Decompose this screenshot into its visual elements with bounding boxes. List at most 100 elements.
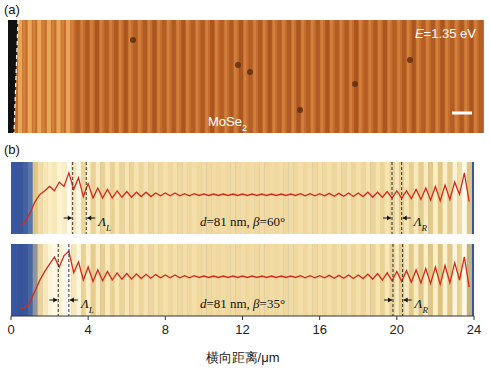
defect	[235, 62, 241, 68]
text-part: Λ	[79, 296, 89, 311]
intensity-band	[66, 244, 71, 316]
fringe	[129, 20, 132, 133]
intensity-band	[433, 162, 438, 234]
intensity-band	[129, 244, 134, 316]
fringe	[402, 20, 406, 133]
x-tick-label: 12	[235, 322, 249, 337]
intensity-band	[375, 244, 380, 316]
fringe	[344, 20, 348, 133]
fringe	[100, 20, 103, 133]
x-tick	[165, 316, 166, 320]
intensity-band	[327, 244, 332, 316]
intensity-band	[144, 162, 149, 234]
x-tick-label: 4	[85, 322, 92, 337]
intensity-band	[139, 244, 144, 316]
intensity-band	[71, 244, 76, 316]
fringe	[172, 20, 176, 133]
panel-letter: (a)	[4, 2, 20, 17]
intensity-band	[356, 162, 361, 234]
intensity-band	[33, 244, 38, 316]
fringe	[28, 20, 32, 133]
intensity-band	[47, 162, 52, 234]
intensity-band	[351, 244, 356, 316]
text-part: R	[421, 305, 428, 315]
intensity-band	[303, 244, 308, 316]
intensity-band	[95, 244, 100, 316]
intensity-band	[158, 162, 163, 234]
fringe	[383, 20, 387, 133]
intensity-band	[62, 162, 67, 234]
fringe	[37, 20, 41, 133]
fringe	[196, 20, 199, 133]
arrow-head	[53, 298, 57, 303]
fringe	[119, 20, 122, 133]
intensity-band	[457, 162, 462, 234]
fringe	[359, 20, 362, 133]
intensity-band	[332, 244, 337, 316]
arrow-head	[70, 298, 74, 303]
text-part: =81 nm,	[206, 296, 253, 311]
intensity-band	[182, 162, 187, 234]
fringe	[66, 20, 70, 133]
intensity-band	[332, 162, 337, 234]
fringe	[397, 20, 400, 133]
intensity-band	[71, 162, 76, 234]
intensity-band	[361, 162, 366, 234]
period-line	[392, 244, 393, 316]
intensity-band	[404, 162, 409, 234]
intensity-band	[177, 162, 182, 234]
fringe	[33, 20, 36, 133]
intensity-band	[351, 162, 356, 234]
period-label: ΛR	[413, 296, 429, 315]
intensity-band	[394, 244, 399, 316]
intensity-band	[57, 162, 62, 234]
intensity-band	[298, 162, 303, 234]
intensity-band	[462, 244, 467, 316]
intensity-band	[81, 162, 86, 234]
fringe	[354, 20, 358, 133]
intensity-band	[288, 244, 293, 316]
arrow-head	[68, 216, 72, 221]
intensity-band	[399, 162, 404, 234]
period-label: ΛR	[412, 214, 428, 233]
arrow-head	[87, 216, 91, 221]
fringe	[407, 20, 410, 133]
intensity-band	[139, 162, 144, 234]
image-panel	[8, 20, 484, 133]
fringe	[52, 20, 55, 133]
intensity-band	[327, 162, 332, 234]
panel-letter: (b)	[4, 142, 20, 157]
edge-line	[14, 20, 18, 133]
intensity-band	[337, 244, 342, 316]
intensity-band	[322, 244, 327, 316]
fringe	[71, 20, 74, 133]
intensity-band	[163, 244, 168, 316]
text-part: Λ	[96, 214, 106, 229]
fringe	[114, 20, 118, 133]
intensity-band	[192, 162, 197, 234]
intensity-band	[337, 162, 342, 234]
text-part: R	[421, 223, 428, 233]
defect	[297, 107, 303, 113]
period-label: ΛL	[96, 214, 111, 233]
defect	[247, 69, 253, 75]
period-line	[72, 162, 73, 234]
intensity-band	[452, 162, 457, 234]
arrow-head	[404, 298, 408, 303]
intensity-band	[134, 244, 139, 316]
fringe	[104, 20, 108, 133]
intensity-band	[308, 162, 313, 234]
x-tick-label: 0	[7, 322, 14, 337]
intensity-band	[192, 244, 197, 316]
intensity-band	[47, 244, 52, 316]
intensity-band	[42, 244, 47, 316]
intensity-band	[163, 162, 168, 234]
fringe	[42, 20, 45, 133]
fringe	[133, 20, 137, 133]
intensity-band	[288, 162, 293, 234]
x-tick	[11, 316, 12, 320]
intensity-band	[153, 244, 158, 316]
fringe	[479, 20, 483, 133]
defect	[407, 57, 413, 63]
x-tick-label: 16	[312, 322, 326, 337]
